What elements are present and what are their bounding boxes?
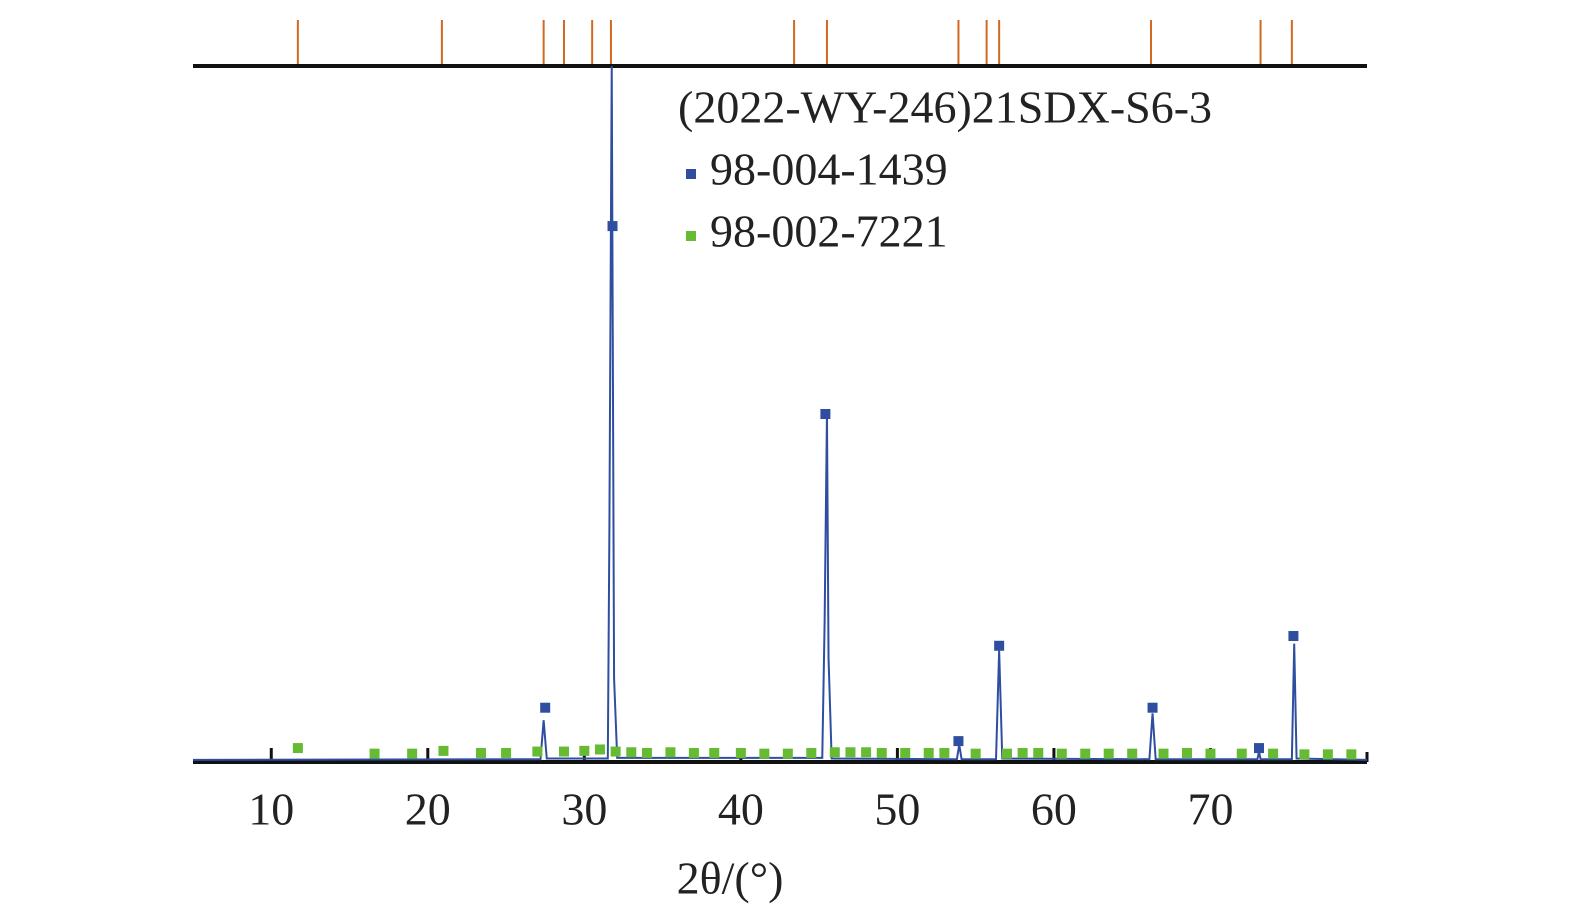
- x-tick-label: 40: [718, 784, 764, 835]
- reference-marker: [709, 747, 720, 758]
- reference-marker: [1158, 748, 1169, 759]
- reference-marker: [759, 748, 770, 759]
- reference-marker: [476, 747, 487, 758]
- reference-marker: [558, 746, 569, 757]
- reference-marker: [607, 221, 618, 232]
- reference-marker: [782, 748, 793, 759]
- reference-marker: [876, 747, 887, 758]
- reference-marker: [641, 747, 652, 758]
- reference-marker: [610, 746, 621, 757]
- reference-marker: [861, 747, 872, 758]
- x-tick-label: 30: [561, 784, 607, 835]
- x-tick-label: 10: [248, 784, 294, 835]
- reference-marker: [1127, 748, 1138, 759]
- reference-marker: [292, 743, 303, 754]
- x-tick-label: 20: [405, 784, 451, 835]
- reference-marker: [1322, 749, 1333, 760]
- reference-marker: [1001, 748, 1012, 759]
- legend-label: (2022-WY-246)21SDX-S6-3: [678, 82, 1212, 133]
- reference-marker: [1181, 747, 1192, 758]
- reference-marker: [1103, 748, 1114, 759]
- reference-marker: [939, 747, 950, 758]
- reference-marker: [970, 748, 981, 759]
- reference-marker: [1346, 749, 1357, 760]
- reference-marker: [1205, 748, 1216, 759]
- x-tick-label: 50: [874, 784, 920, 835]
- reference-marker: [579, 745, 590, 756]
- reference-marker: [1080, 748, 1091, 759]
- reference-marker: [1147, 702, 1158, 713]
- reference-marker: [900, 747, 911, 758]
- reference-marker: [688, 747, 699, 758]
- legend-label: 98-002-7221: [710, 206, 948, 257]
- reference-marker: [953, 736, 964, 747]
- reference-marker: [820, 409, 831, 419]
- reference-marker: [1299, 749, 1310, 760]
- reference-marker: [1268, 748, 1279, 759]
- reference-marker: [532, 746, 543, 757]
- reference-marker: [994, 640, 1005, 651]
- reference-marker: [806, 747, 817, 758]
- reference-marker: [1253, 743, 1264, 754]
- x-tick-label: 60: [1031, 784, 1077, 835]
- reference-marker: [1017, 747, 1028, 758]
- reference-marker: [665, 747, 676, 758]
- reference-marker: [923, 747, 934, 758]
- reference-marker: [845, 747, 856, 758]
- reference-marker: [1288, 631, 1299, 642]
- legend-marker: [686, 231, 696, 241]
- reference-marker: [501, 747, 512, 758]
- reference-marker: [1033, 747, 1044, 758]
- legend-marker: [686, 169, 696, 179]
- legend-label: 98-004-1439: [710, 144, 948, 195]
- reference-marker: [1236, 748, 1247, 759]
- reference-marker: [735, 747, 746, 758]
- reference-marker: [626, 747, 637, 758]
- reference-marker: [594, 744, 605, 755]
- reference-marker: [829, 747, 840, 758]
- x-tick-label: 70: [1187, 784, 1233, 835]
- x-axis-label: 2θ/(°): [677, 853, 784, 904]
- reference-marker: [1056, 748, 1067, 759]
- reference-marker: [540, 702, 551, 713]
- reference-marker: [438, 745, 449, 756]
- reference-marker: [369, 748, 380, 759]
- reference-marker: [407, 748, 418, 759]
